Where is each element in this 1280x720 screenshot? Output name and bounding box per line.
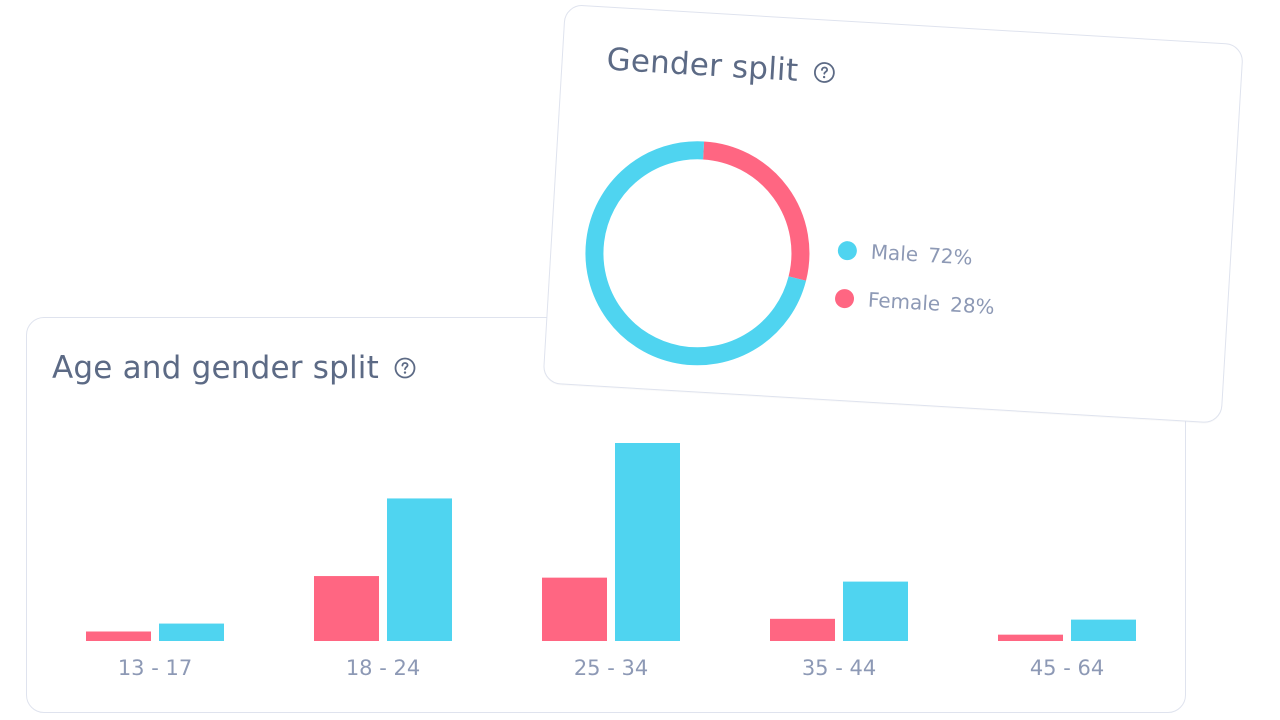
- age-gender-title-text: Age and gender split: [52, 350, 379, 386]
- legend-pct-male: 72%: [927, 242, 974, 270]
- x-tick-label: 25 - 34: [574, 656, 648, 680]
- question-circle-icon[interactable]: [393, 356, 417, 380]
- gender-split-card: Gender split Male 72% Female 28%: [542, 4, 1244, 424]
- donut-slice-male: [585, 141, 807, 366]
- bar-female-2: [542, 577, 607, 641]
- legend-dot-female: [834, 288, 855, 309]
- x-tick-label: 35 - 44: [802, 656, 876, 680]
- gender-split-title-text: Gender split: [605, 41, 800, 89]
- bar-male-0: [159, 623, 224, 641]
- bar-female-1: [314, 576, 379, 641]
- bar-male-4: [1071, 619, 1136, 641]
- age-gender-bar-chart: 13 - 17 18 - 24 25 - 34 35 - 44 45 - 64: [86, 443, 1136, 680]
- legend-label-female: Female: [867, 287, 941, 316]
- gender-legend: Male 72% Female 28%: [833, 238, 998, 343]
- legend-dot-male: [837, 240, 858, 261]
- bar-female-4: [998, 634, 1063, 641]
- legend-item-female: Female 28%: [834, 286, 995, 319]
- legend-pct-female: 28%: [949, 292, 996, 319]
- bar-female-0: [86, 631, 151, 641]
- question-circle-icon[interactable]: [811, 60, 836, 85]
- bar-male-1: [387, 498, 452, 641]
- gender-split-title: Gender split: [606, 42, 837, 92]
- donut-slice-female: [702, 141, 810, 281]
- legend-label-male: Male: [870, 239, 919, 267]
- bar-female-3: [770, 618, 835, 641]
- x-tick-label: 45 - 64: [1030, 656, 1104, 680]
- age-gender-title: Age and gender split: [52, 350, 417, 386]
- x-tick-label: 13 - 17: [118, 656, 192, 680]
- gender-donut-chart: [585, 141, 810, 366]
- x-tick-label: 18 - 24: [346, 656, 420, 680]
- bar-male-3: [843, 581, 908, 641]
- bar-male-2: [615, 443, 680, 641]
- legend-item-male: Male 72%: [837, 238, 998, 271]
